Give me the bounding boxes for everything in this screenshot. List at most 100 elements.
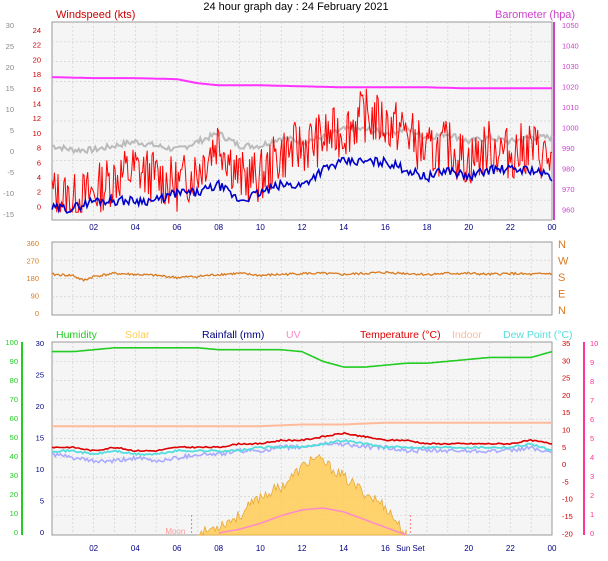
y-tick-temp: 25 [6, 42, 14, 51]
y-tick-humidity: 50 [10, 433, 18, 442]
y-tick-baro: 1010 [562, 103, 579, 112]
y-tick-temp-c: -5 [562, 477, 569, 486]
y-tick-uv: 0 [590, 529, 594, 538]
y-tick-dir: 360 [26, 239, 39, 248]
page-title: 24 hour graph day : 24 February 2021 [203, 1, 388, 13]
y-tick-rain: 0 [40, 528, 44, 537]
y-tick-humidity: 30 [10, 471, 18, 480]
y-tick-uv: 4 [590, 453, 594, 462]
y-tick-baro: 1050 [562, 21, 579, 30]
y-tick-humidity: 40 [10, 452, 18, 461]
y-tick-temp: 30 [6, 21, 14, 30]
y-tick-temp: 15 [6, 84, 14, 93]
series-uv [218, 507, 407, 536]
series-temperature [51, 431, 553, 453]
y-tick-temp: -10 [3, 189, 14, 198]
y-tick-temp: -15 [3, 210, 14, 219]
x-tick: 16 [381, 544, 390, 553]
y-tick-wind: 18 [33, 70, 41, 79]
y-tick-baro: 1040 [562, 42, 579, 51]
y-tick-temp-c: 35 [562, 339, 570, 348]
y-tick-rain: 20 [36, 402, 44, 411]
y-tick-rain: 15 [36, 434, 44, 443]
x-tick: 06 [173, 223, 182, 232]
y-tick-humidity: 20 [10, 490, 18, 499]
y-tick-humidity: 80 [10, 376, 18, 385]
legend-windspeed: Windspeed (kts) [56, 9, 135, 21]
compass-label: E [558, 289, 565, 301]
y-tick-uv: 7 [590, 396, 594, 405]
temperature-humidity-panel: Humidity Solar Rainfall (mm) UV Temperature … [5, 329, 598, 553]
y-tick-temp: 10 [6, 105, 14, 114]
x-tick: 10 [256, 223, 265, 232]
compass-label: W [558, 256, 569, 268]
x-tick: 20 [464, 544, 473, 553]
x-tick: 04 [131, 223, 140, 232]
compass-label: N [558, 239, 566, 251]
y-tick-uv: 3 [590, 472, 594, 481]
y-tick-baro: 1020 [562, 83, 579, 92]
y-tick-dir: 90 [31, 292, 39, 301]
y-tick-baro: 970 [562, 185, 575, 194]
x-tick: 22 [506, 223, 515, 232]
x-tick: 08 [214, 223, 223, 232]
y-tick-dir: 270 [26, 257, 39, 266]
x-tick: 14 [339, 544, 348, 553]
legend-item: UV [286, 329, 301, 341]
y-tick-wind: 6 [37, 158, 41, 167]
x-tick: 04 [131, 544, 140, 553]
x-tick: 12 [298, 544, 307, 553]
x-tick: 16 [381, 223, 390, 232]
y-tick-baro: 990 [562, 144, 575, 153]
compass-label: S [558, 272, 565, 284]
y-tick-rain: 10 [36, 465, 44, 474]
legend-barometer: Barometer (hpa) [495, 9, 575, 21]
y-tick-uv: 6 [590, 415, 594, 424]
y-tick-temp-c: 5 [562, 443, 566, 452]
y-tick-rain: 5 [40, 497, 44, 506]
y-tick-baro: 960 [562, 206, 575, 215]
y-tick-temp: 0 [10, 147, 14, 156]
y-tick-wind: 12 [33, 114, 41, 123]
y-tick-temp-c: -20 [562, 529, 573, 538]
y-tick-wind: 24 [33, 26, 41, 35]
series-indoor [52, 421, 552, 428]
y-tick-temp-c: 0 [562, 460, 566, 469]
compass-label: N [558, 305, 566, 317]
y-tick-temp: 5 [10, 126, 14, 135]
y-tick-baro: 1000 [562, 124, 579, 133]
y-tick-temp-c: 30 [562, 356, 570, 365]
x-tick: 18 [423, 223, 432, 232]
y-tick-uv: 9 [590, 358, 594, 367]
y-tick-rain: 25 [36, 371, 44, 380]
series-wind-direction [51, 271, 553, 282]
y-tick-wind: 20 [33, 55, 41, 64]
legend-item: Temperature (°C) [360, 329, 441, 341]
series-barometer [51, 76, 552, 90]
x-tick: 08 [214, 544, 223, 553]
y-tick-uv: 8 [590, 377, 594, 386]
y-tick-temp: 20 [6, 63, 14, 72]
y-tick-wind: 10 [33, 129, 41, 138]
y-tick-temp-c: -10 [562, 495, 573, 504]
y-tick-temp-c: 10 [562, 426, 570, 435]
y-tick-wind: 16 [33, 85, 41, 94]
y-tick-uv: 2 [590, 491, 594, 500]
y-tick-wind: 0 [37, 202, 41, 211]
y-tick-wind: 22 [33, 41, 41, 50]
x-tick: 20 [464, 223, 473, 232]
y-tick-humidity: 0 [14, 528, 18, 537]
y-tick-humidity: 100 [5, 338, 18, 347]
x-tick: 06 [173, 544, 182, 553]
x-tick: 10 [256, 544, 265, 553]
x-tick: 02 [89, 223, 98, 232]
legend-item: Dew Point (°C) [503, 329, 573, 341]
series-dew-point [52, 438, 553, 456]
y-tick-rain: 30 [36, 339, 44, 348]
legend-item: Solar [125, 329, 150, 341]
y-tick-temp-c: 20 [562, 391, 570, 400]
y-tick-baro: 980 [562, 165, 575, 174]
x-tick: 00 [548, 223, 557, 232]
